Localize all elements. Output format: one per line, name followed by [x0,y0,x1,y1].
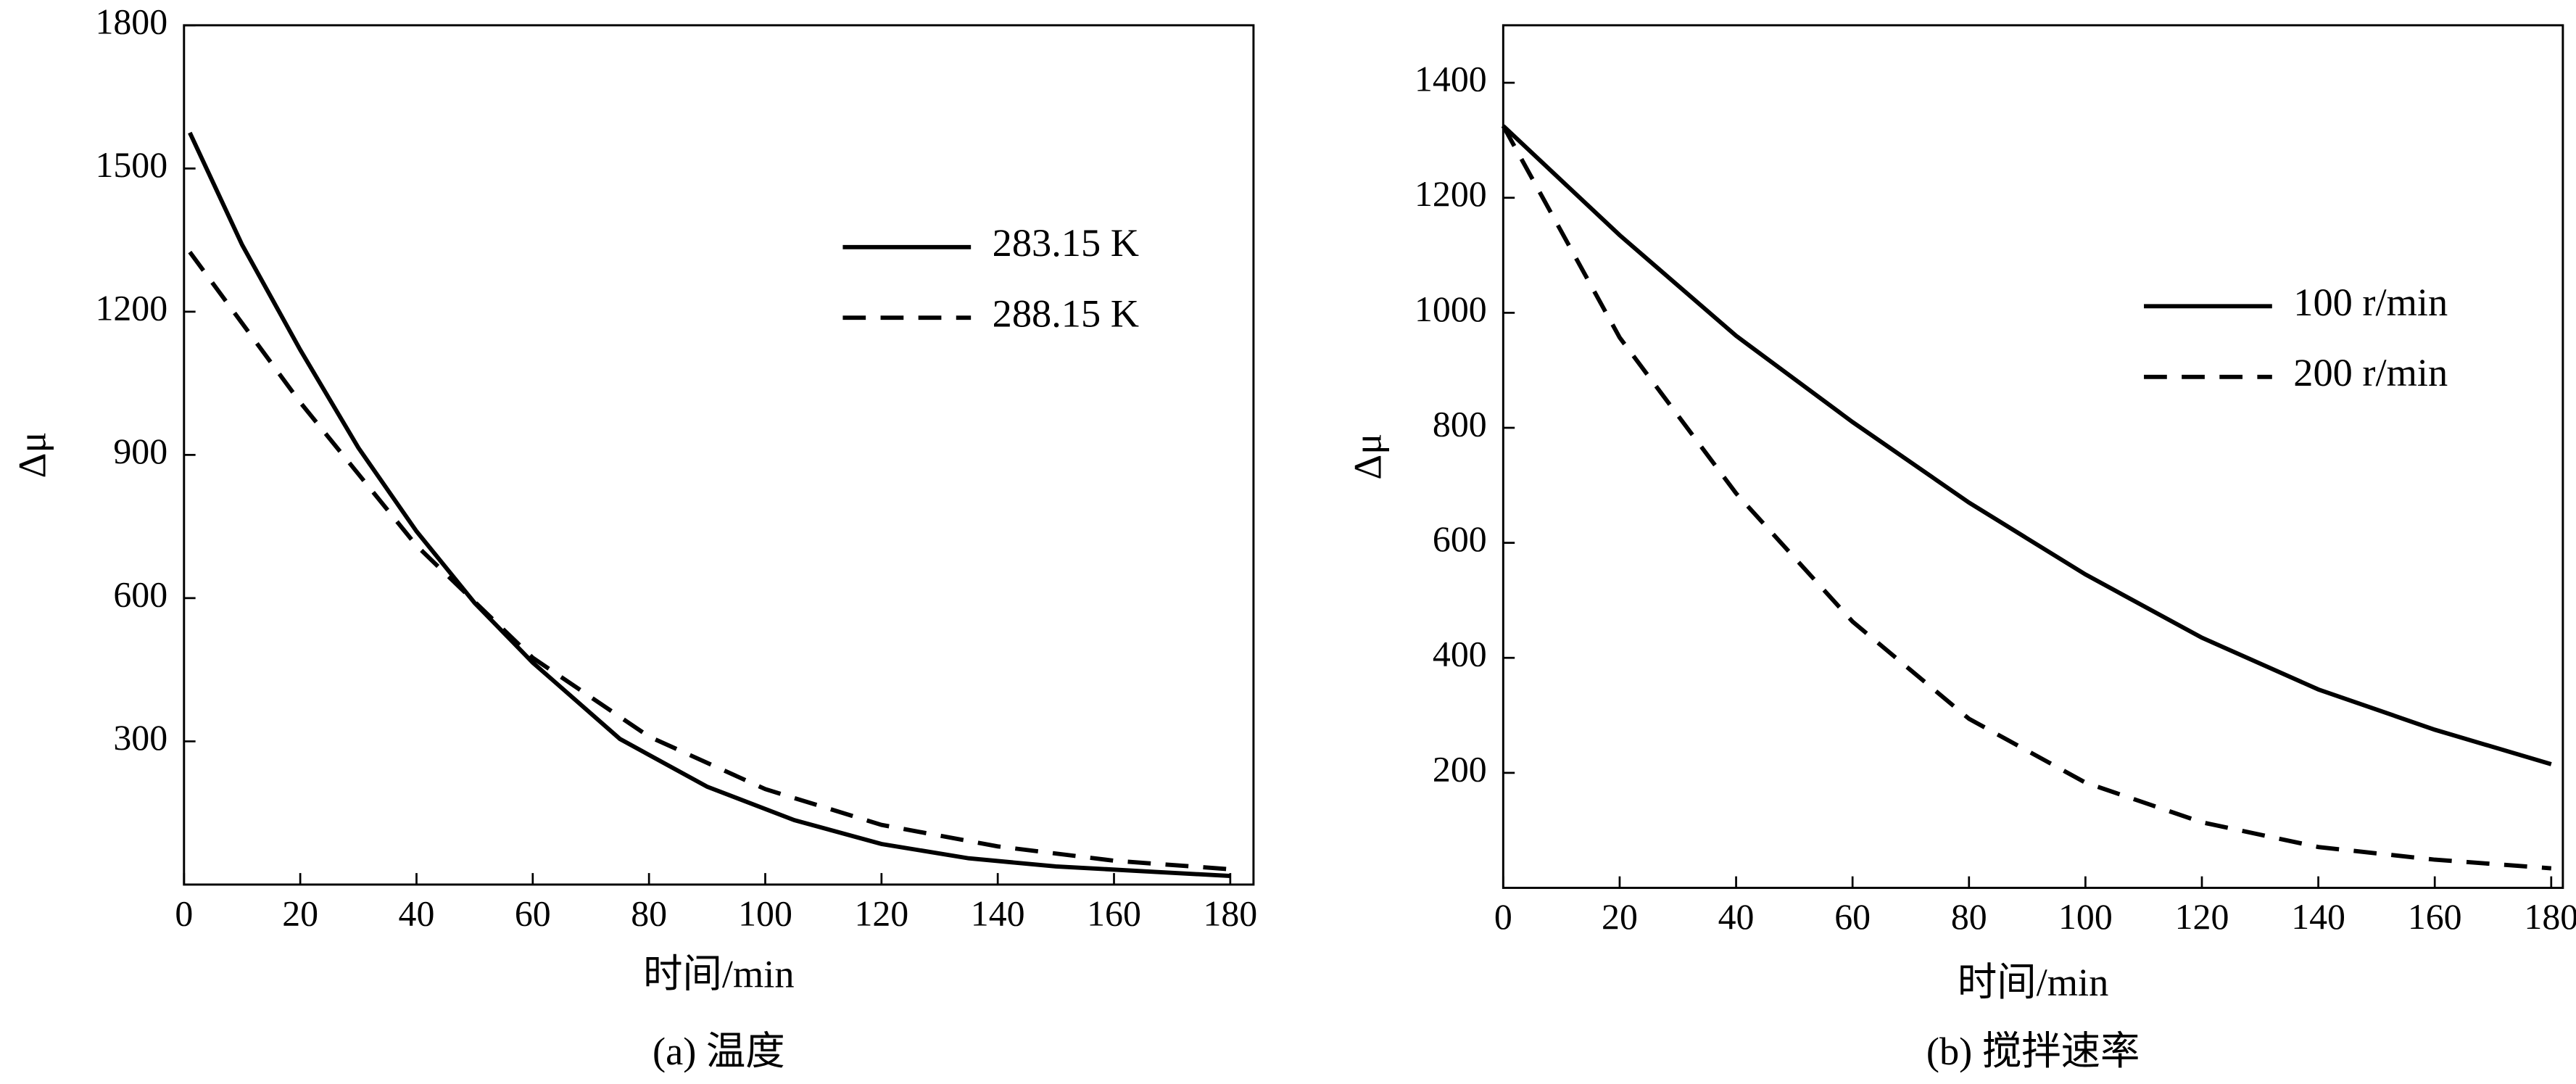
x-axis-label: 时间/min [643,953,794,996]
x-tick-label: 40 [399,894,435,934]
y-tick-label: 1200 [1415,174,1487,214]
y-tick-label: 1400 [1415,59,1487,99]
legend-label: 100 r/min [2293,281,2448,324]
data-line [188,131,1231,879]
y-axis-label: Δμ [10,431,54,478]
y-tick-label: 600 [113,574,167,614]
data-line [1502,124,2552,766]
y-tick-label: 1000 [1415,289,1487,329]
x-tick-label: 140 [2291,897,2345,937]
x-tick-label: 0 [1494,897,1512,937]
y-tick-label: 1800 [95,1,167,41]
x-tick-label: 80 [1951,897,1987,937]
x-tick-label: 20 [1602,897,1638,937]
x-axis-label: 时间/min [1958,961,2108,1004]
x-tick-label: 0 [175,894,193,934]
plot-frame [183,24,1255,886]
legend-label: 283.15 K [993,221,1139,265]
legend-label: 288.15 K [993,292,1139,336]
data-line [188,250,1231,872]
legend-label: 200 r/min [2293,351,2448,394]
y-tick-label: 600 [1433,519,1487,559]
x-tick-label: 60 [515,894,551,934]
caption: (a) 温度 [653,1030,785,1073]
x-tick-label: 60 [1834,897,1871,937]
x-tick-label: 100 [2058,897,2113,937]
y-tick-label: 300 [113,718,167,758]
x-tick-label: 180 [2524,897,2576,937]
x-tick-label: 160 [2408,897,2462,937]
x-tick-label: 120 [854,894,908,934]
y-tick-label: 900 [113,431,167,471]
x-tick-label: 120 [2175,897,2229,937]
y-axis-label: Δμ [1346,434,1390,480]
y-tick-label: 1500 [95,145,167,185]
x-tick-label: 160 [1087,894,1141,934]
x-tick-label: 100 [738,894,792,934]
x-tick-label: 40 [1718,897,1755,937]
x-tick-label: 80 [631,894,667,934]
y-tick-label: 200 [1433,749,1487,789]
data-line [1501,125,2552,871]
x-tick-label: 140 [971,894,1025,934]
caption: (b) 搅拌速率 [1926,1030,2140,1073]
y-tick-label: 1200 [95,288,167,328]
plot-frame [1502,24,2564,889]
x-tick-label: 180 [1203,894,1257,934]
y-tick-label: 800 [1433,404,1487,444]
x-tick-label: 20 [282,894,318,934]
y-tick-label: 400 [1433,634,1487,674]
